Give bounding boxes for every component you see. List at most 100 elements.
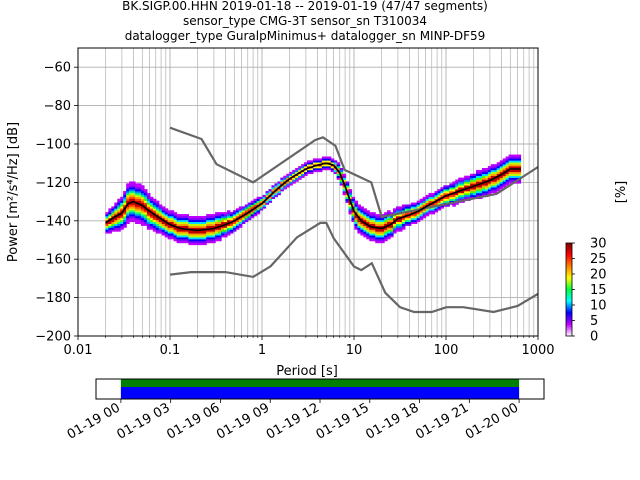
heatmap-cell bbox=[206, 217, 210, 221]
heatmap-cell bbox=[152, 208, 157, 211]
heatmap-cell bbox=[476, 191, 480, 194]
heatmap-cell bbox=[425, 196, 430, 200]
heatmap-cell bbox=[212, 240, 216, 244]
heatmap-cell bbox=[120, 216, 124, 219]
heatmap-cell bbox=[197, 227, 201, 230]
heatmap-cell bbox=[490, 171, 495, 175]
heatmap-cell bbox=[363, 227, 367, 230]
heatmap-cell bbox=[155, 223, 160, 226]
heatmap-cell bbox=[241, 210, 246, 213]
heatmap-cell bbox=[203, 237, 207, 240]
heatmap-cell bbox=[342, 177, 347, 180]
heatmap-cell bbox=[318, 162, 323, 165]
heatmap-cell bbox=[502, 173, 507, 176]
heatmap-cell bbox=[152, 206, 157, 209]
heatmap-cell bbox=[342, 173, 347, 176]
heatmap-cell bbox=[478, 179, 483, 182]
heatmap-cell bbox=[298, 173, 302, 176]
heatmap-cell bbox=[499, 175, 504, 178]
heatmap-cell bbox=[146, 200, 151, 203]
heatmap-cell bbox=[476, 187, 480, 190]
heatmap-cell bbox=[129, 185, 133, 188]
heatmap-cell bbox=[218, 233, 222, 236]
heatmap-cell bbox=[191, 216, 195, 219]
heatmap-cell bbox=[357, 212, 361, 215]
heatmap-cell bbox=[398, 217, 403, 221]
heatmap-cell bbox=[384, 229, 388, 232]
heatmap-cell bbox=[363, 214, 367, 217]
heatmap-cell bbox=[126, 183, 130, 186]
heatmap-cell bbox=[419, 210, 424, 213]
heatmap-cell bbox=[505, 164, 510, 167]
colorbar-bar bbox=[565, 242, 573, 337]
heatmap-cell bbox=[295, 175, 299, 178]
heatmap-cell bbox=[161, 214, 166, 217]
heatmap-cell bbox=[120, 210, 124, 213]
heatmap-cell bbox=[354, 210, 359, 213]
heatmap-cell bbox=[416, 216, 421, 219]
heatmap-cell bbox=[395, 221, 400, 224]
heatmap-cell bbox=[304, 171, 308, 175]
heatmap-cell bbox=[105, 217, 109, 221]
heatmap-cell bbox=[345, 185, 350, 188]
heatmap-cell bbox=[203, 217, 207, 221]
heatmap-cell bbox=[461, 194, 465, 198]
heatmap-cell bbox=[484, 177, 489, 180]
heatmap-cell bbox=[517, 175, 522, 178]
heatmap-cell bbox=[188, 229, 192, 232]
heatmap-cell bbox=[502, 175, 507, 178]
heatmap-cell bbox=[203, 225, 207, 228]
heatmap-cell bbox=[339, 169, 344, 173]
heatmap-cell bbox=[398, 225, 403, 228]
heatmap-cell bbox=[366, 235, 370, 238]
heatmap-cell bbox=[188, 233, 192, 236]
heatmap-cell bbox=[348, 202, 353, 205]
heatmap-cell bbox=[223, 221, 228, 224]
heatmap-cell bbox=[301, 173, 305, 176]
heatmap-cell bbox=[280, 177, 284, 180]
heatmap-cell bbox=[425, 208, 430, 211]
heatmap-cell bbox=[232, 212, 237, 215]
heatmap-cell bbox=[351, 200, 356, 203]
heatmap-cell bbox=[312, 169, 317, 173]
heatmap-cell bbox=[419, 214, 424, 217]
heatmap-cell bbox=[390, 225, 394, 228]
heatmap-cell bbox=[129, 204, 133, 207]
heatmap-cell bbox=[413, 217, 418, 221]
heatmap-cell bbox=[449, 194, 453, 198]
heatmap-cell bbox=[179, 240, 184, 244]
heatmap-cell bbox=[307, 168, 311, 171]
heatmap-cell bbox=[223, 233, 228, 236]
heatmap-cell bbox=[401, 208, 406, 211]
heatmap-cell bbox=[511, 171, 516, 175]
heatmap-cell bbox=[146, 212, 151, 215]
heatmap-cell bbox=[487, 192, 492, 196]
heatmap-cell bbox=[357, 221, 361, 224]
heatmap-cell bbox=[265, 198, 270, 201]
heatmap-cell bbox=[473, 192, 477, 196]
heatmap-cell bbox=[117, 227, 121, 230]
x-tick-label: 0.1 bbox=[160, 343, 181, 358]
heatmap-cell bbox=[135, 194, 139, 198]
new-high-noise-model-line bbox=[169, 126, 538, 219]
heatmap-cell bbox=[179, 223, 184, 226]
heatmap-cell bbox=[191, 239, 195, 242]
heatmap-cell bbox=[309, 168, 314, 171]
y-tick-label: −180 bbox=[35, 291, 71, 306]
heatmap-cell bbox=[413, 219, 418, 223]
heatmap-cell bbox=[135, 196, 139, 200]
heatmap-cell bbox=[262, 196, 267, 200]
heatmap-cell bbox=[173, 214, 178, 217]
heatmap-cell bbox=[223, 227, 228, 230]
time-tick-label: 01-19 00 bbox=[65, 400, 123, 442]
heatmap-cell bbox=[455, 192, 459, 196]
heatmap-cell bbox=[215, 221, 219, 224]
heatmap-cell bbox=[229, 227, 234, 230]
heatmap-cell bbox=[212, 214, 216, 217]
heatmap-cell bbox=[140, 223, 145, 226]
heatmap-cell bbox=[158, 219, 163, 223]
heatmap-cell bbox=[452, 187, 456, 190]
heatmap-cell bbox=[401, 204, 406, 207]
heatmap-cell bbox=[514, 171, 519, 175]
heatmap-cell bbox=[209, 237, 213, 240]
